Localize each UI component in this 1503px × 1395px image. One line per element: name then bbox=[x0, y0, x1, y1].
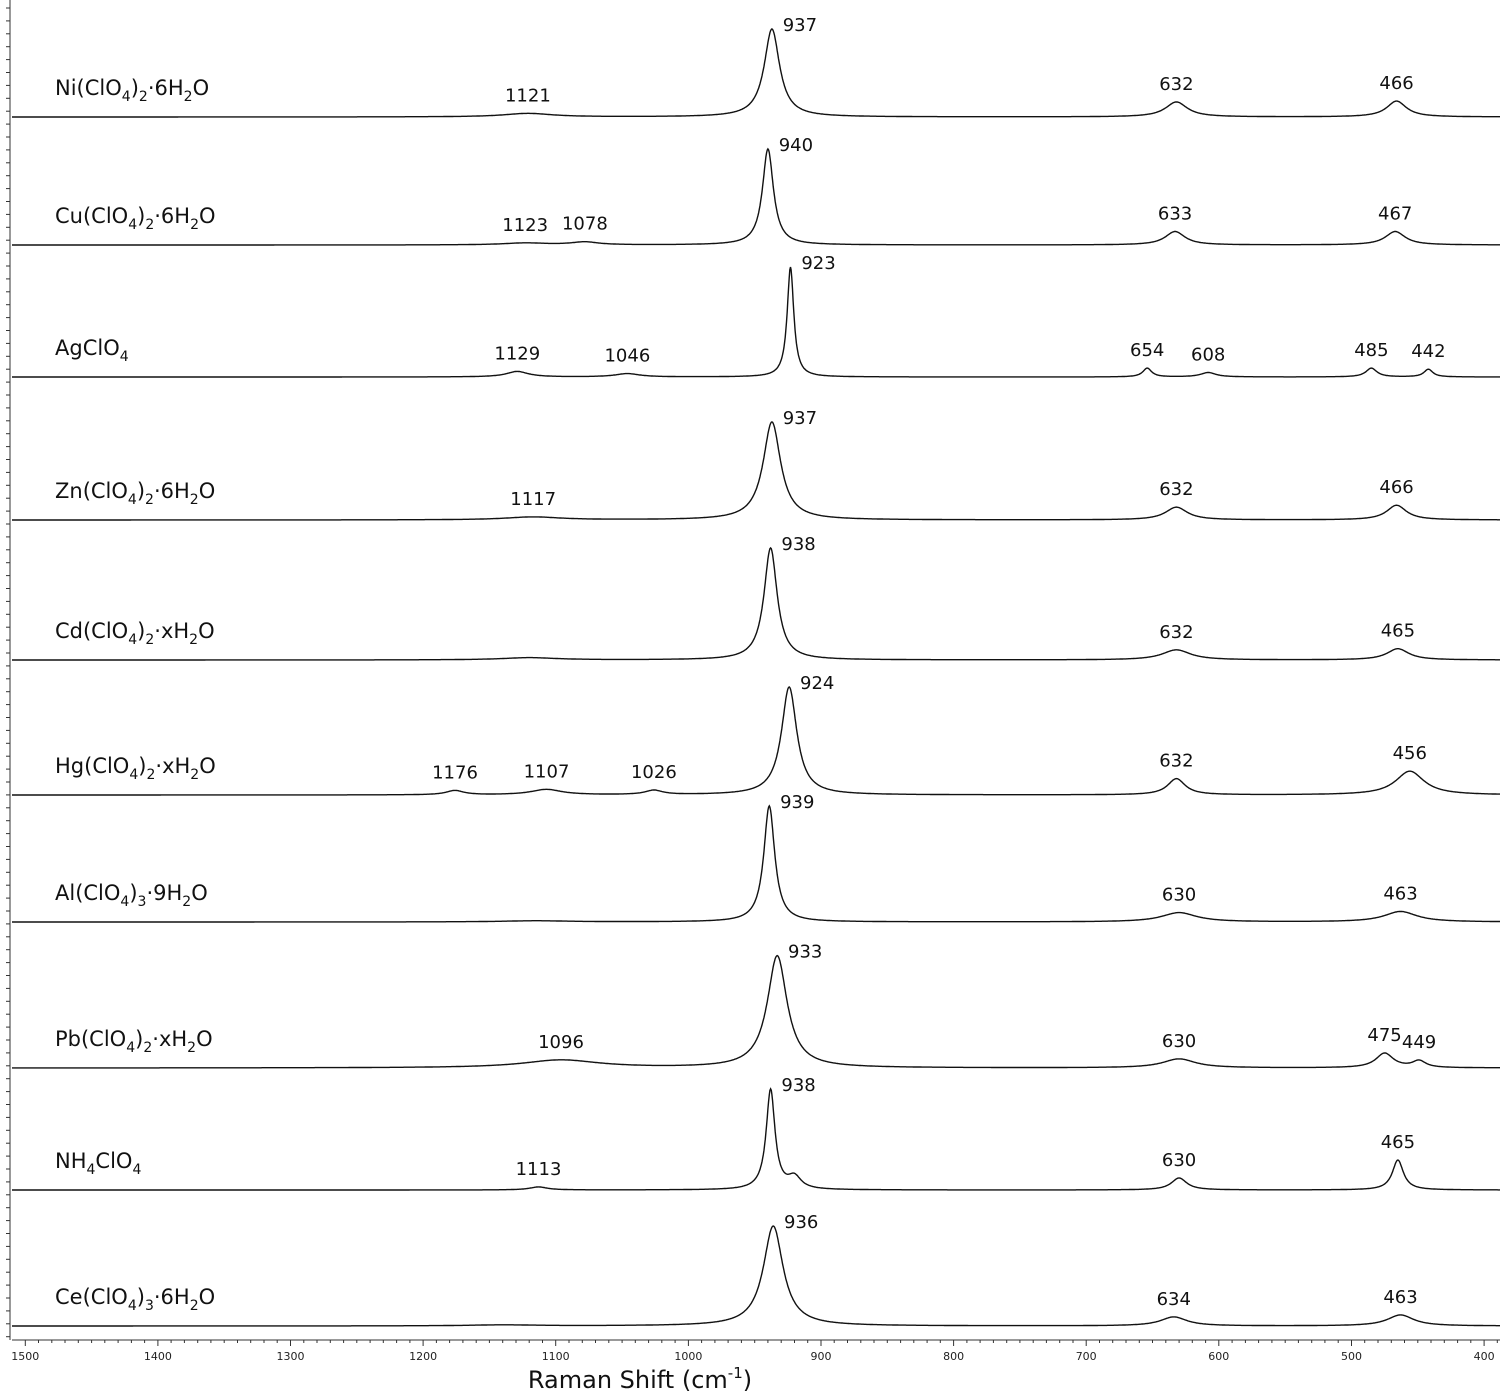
peak-label: 467 bbox=[1378, 204, 1412, 225]
spectrum-trace bbox=[12, 954, 1500, 1069]
spectrum-name: Zn(ClO4)2·6H2O bbox=[55, 479, 215, 508]
spectrum-name: Ce(ClO4)3·6H2O bbox=[55, 1285, 215, 1314]
peak-label: 1026 bbox=[631, 762, 677, 783]
peak-label: 1121 bbox=[505, 85, 551, 106]
spectrum-trace bbox=[12, 1087, 1500, 1191]
x-tick-label: 1400 bbox=[144, 1350, 172, 1363]
x-tick-label: 400 bbox=[1474, 1350, 1495, 1363]
peak-label: 937 bbox=[783, 15, 817, 36]
spectra-group: Ni(ClO4)2·6H2O 1121 937 632 466 Cu(ClO4)2·6H2… bbox=[12, 15, 1500, 1327]
peak-label: 456 bbox=[1393, 743, 1427, 764]
x-tick-label: 1300 bbox=[277, 1350, 305, 1363]
x-tick-label: 600 bbox=[1208, 1350, 1229, 1363]
spectrum-name: Hg(ClO4)2·xH2O bbox=[55, 754, 216, 783]
peak-label: 466 bbox=[1379, 477, 1413, 498]
peak-label: 632 bbox=[1159, 74, 1193, 95]
peak-label: 634 bbox=[1157, 1289, 1191, 1310]
spectrum-8: NH4ClO4 1113 938 630 465 bbox=[12, 1075, 1500, 1191]
x-tick-label: 500 bbox=[1341, 1350, 1362, 1363]
peak-label: 1113 bbox=[516, 1159, 562, 1180]
spectrum-trace bbox=[12, 266, 1500, 378]
spectrum-name: Cu(ClO4)2·6H2O bbox=[55, 204, 216, 233]
x-axis-title: Raman Shift (cm-1) bbox=[528, 1364, 752, 1394]
spectrum-7: Pb(ClO4)2·xH2O 1096 933 630 475 449 bbox=[12, 942, 1500, 1069]
peak-label: 937 bbox=[783, 408, 817, 429]
spectrum-trace bbox=[12, 804, 1500, 923]
peak-label: 608 bbox=[1191, 345, 1225, 366]
spectrum-9: Ce(ClO4)3·6H2O 936 634 463 bbox=[12, 1212, 1500, 1327]
peak-label: 923 bbox=[801, 253, 835, 274]
spectrum-trace bbox=[12, 685, 1500, 796]
peak-label: 938 bbox=[781, 534, 815, 555]
peak-label: 939 bbox=[780, 792, 814, 813]
peak-label: 632 bbox=[1159, 751, 1193, 772]
spectrum-trace bbox=[12, 546, 1500, 661]
peak-label: 938 bbox=[781, 1075, 815, 1096]
peak-label: 632 bbox=[1159, 479, 1193, 500]
spectrum-name: Cd(ClO4)2·xH2O bbox=[55, 619, 215, 648]
spectrum-name: Ni(ClO4)2·6H2O bbox=[55, 76, 209, 105]
axes-group: 1500 1400 1300 1200 1100 1000 900 800 700 600 500 4… bbox=[6, 0, 1500, 1363]
x-tick-label: 1000 bbox=[674, 1350, 702, 1363]
x-tick-label: 900 bbox=[811, 1350, 832, 1363]
peak-label: 1129 bbox=[494, 343, 540, 364]
spectrum-name: NH4ClO4 bbox=[55, 1149, 141, 1178]
peak-label: 449 bbox=[1402, 1032, 1436, 1053]
peak-label: 633 bbox=[1158, 204, 1192, 225]
peak-label: 466 bbox=[1379, 73, 1413, 94]
spectrum-trace bbox=[12, 1225, 1500, 1327]
peak-label: 1078 bbox=[562, 214, 608, 235]
peak-label: 485 bbox=[1354, 340, 1388, 361]
x-tick-label: 700 bbox=[1076, 1350, 1097, 1363]
spectrum-trace bbox=[12, 147, 1500, 246]
peak-label: 1176 bbox=[432, 762, 478, 783]
spectrum-name: Pb(ClO4)2·xH2O bbox=[55, 1027, 213, 1056]
spectrum-1: Cu(ClO4)2·6H2O 1123 1078 940 633 467 bbox=[12, 135, 1500, 246]
spectrum-trace bbox=[12, 28, 1500, 118]
spectrum-2: AgClO4 1129 1046 923 654 608 485 442 bbox=[12, 253, 1500, 378]
peak-label: 630 bbox=[1162, 1031, 1196, 1052]
spectrum-3: Zn(ClO4)2·6H2O 1117 937 632 466 bbox=[12, 408, 1500, 521]
spectrum-name: AgClO4 bbox=[55, 336, 129, 365]
peak-label: 463 bbox=[1383, 884, 1417, 905]
spectrum-0: Ni(ClO4)2·6H2O 1121 937 632 466 bbox=[12, 15, 1500, 118]
peak-label: 465 bbox=[1381, 621, 1415, 642]
peak-label: 465 bbox=[1381, 1132, 1415, 1153]
x-tick-label: 1200 bbox=[409, 1350, 437, 1363]
peak-label: 940 bbox=[779, 135, 813, 156]
peak-label: 632 bbox=[1159, 622, 1193, 643]
spectrum-4: Cd(ClO4)2·xH2O 938 632 465 bbox=[12, 534, 1500, 661]
spectrum-trace bbox=[12, 421, 1500, 521]
peak-label: 1117 bbox=[510, 489, 556, 510]
peak-label: 654 bbox=[1130, 340, 1164, 361]
spectrum-6: Al(ClO4)3·9H2O 939 630 463 bbox=[12, 792, 1500, 923]
peak-label: 1046 bbox=[604, 346, 650, 367]
peak-label: 442 bbox=[1411, 341, 1445, 362]
peak-label: 1123 bbox=[502, 215, 548, 236]
peak-label: 630 bbox=[1162, 885, 1196, 906]
peak-label: 933 bbox=[788, 942, 822, 963]
peak-label: 630 bbox=[1162, 1150, 1196, 1171]
spectrum-5: Hg(ClO4)2·xH2O 1176 1107 1026 924 632 456 bbox=[12, 673, 1500, 796]
peak-label: 475 bbox=[1367, 1025, 1401, 1046]
peak-label: 463 bbox=[1383, 1287, 1417, 1308]
peak-label: 1096 bbox=[538, 1032, 584, 1053]
peak-label: 1107 bbox=[524, 761, 570, 782]
spectrum-name: Al(ClO4)3·9H2O bbox=[55, 881, 208, 910]
x-tick-label: 1100 bbox=[542, 1350, 570, 1363]
peak-label: 924 bbox=[800, 673, 834, 694]
x-tick-label: 800 bbox=[943, 1350, 964, 1363]
peak-label: 936 bbox=[784, 1212, 818, 1233]
x-tick-label: 1500 bbox=[11, 1350, 39, 1363]
